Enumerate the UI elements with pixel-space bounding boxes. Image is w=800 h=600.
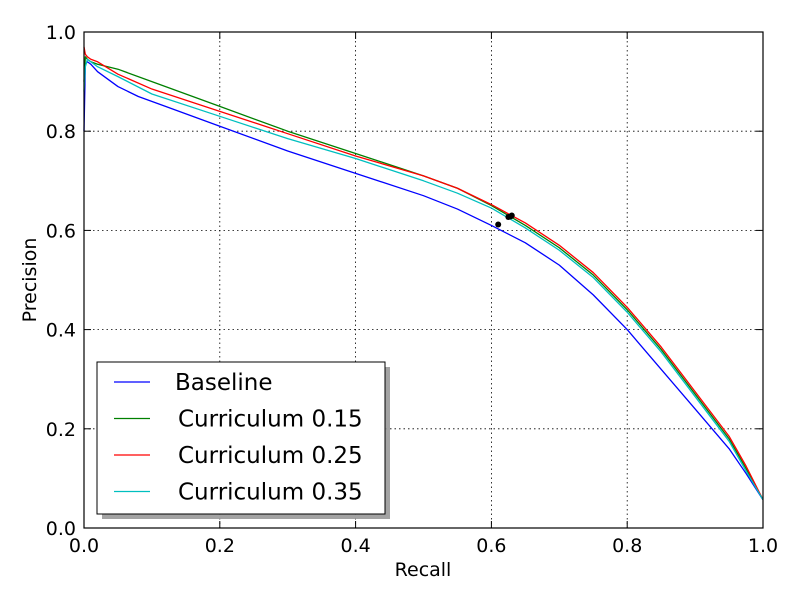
legend-box (96, 361, 386, 515)
x-tick-label: 1.0 (748, 535, 778, 557)
series-layer (83, 46, 764, 501)
tick-layer: 0.0 0.2 0.4 0.6 0.8 1.0 0.0 0.2 0.4 0.6 0.8 1.0 (46, 22, 778, 557)
x-tick-label: 0.0 (69, 535, 99, 557)
y-tick-label: 0.8 (46, 121, 76, 143)
legend: Baseline Curriculum 0.15 Curriculum 0.25 Cu… (96, 361, 390, 519)
x-tick-label: 0.6 (476, 535, 506, 557)
y-axis-label: Precision (19, 238, 41, 323)
x-tick-label: 0.8 (612, 535, 642, 557)
y-tick-label: 0.2 (46, 419, 76, 441)
y-tick-label: 0.0 (46, 518, 76, 540)
operating-point-baseline (495, 221, 502, 228)
x-tick-label: 0.2 (205, 535, 235, 557)
y-tick-label: 1.0 (46, 22, 76, 44)
legend-label-baseline: Baseline (175, 370, 273, 396)
legend-label-curriculum-0-15: Curriculum 0.15 (178, 407, 363, 433)
legend-entries: Baseline Curriculum 0.15 Curriculum 0.25 Cu… (114, 370, 363, 506)
operating-point-curriculum-0-35 (505, 214, 512, 221)
series-line-curriculum-0-25 (83, 46, 764, 501)
x-tick-label: 0.4 (340, 535, 370, 557)
plot-frame (83, 31, 764, 529)
y-tick-label: 0.4 (46, 320, 76, 342)
x-axis-label: Recall (395, 559, 452, 581)
series-line-curriculum-0-35 (83, 58, 764, 501)
series-line-baseline (83, 61, 764, 501)
legend-label-curriculum-0-35: Curriculum 0.35 (178, 480, 363, 506)
y-tick-label: 0.6 (46, 220, 76, 242)
legend-label-curriculum-0-25: Curriculum 0.25 (178, 443, 363, 469)
